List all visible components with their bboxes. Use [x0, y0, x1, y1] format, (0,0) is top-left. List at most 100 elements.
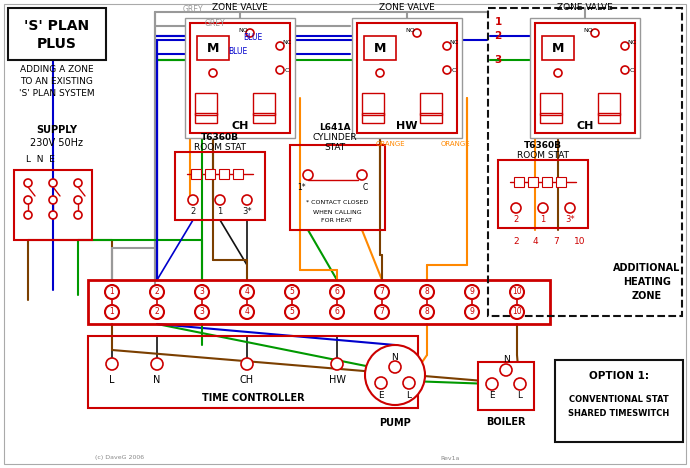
Text: E: E — [489, 390, 495, 400]
Text: 1: 1 — [217, 207, 223, 217]
Bar — [362, 93, 384, 115]
Text: 4: 4 — [244, 307, 250, 316]
Text: CH: CH — [231, 121, 248, 131]
Text: 8: 8 — [424, 307, 429, 316]
Text: 230V 50Hz: 230V 50Hz — [30, 138, 83, 148]
Bar — [542, 36, 574, 60]
Text: (c) DaveG 2006: (c) DaveG 2006 — [95, 455, 144, 461]
Bar — [14, 170, 92, 240]
Bar — [195, 93, 217, 115]
Circle shape — [465, 285, 479, 299]
Circle shape — [285, 285, 299, 299]
Text: L: L — [518, 390, 522, 400]
Text: HEATING: HEATING — [623, 277, 671, 287]
Circle shape — [276, 66, 284, 74]
Bar — [535, 23, 635, 133]
Text: 3: 3 — [199, 307, 204, 316]
Text: 'S' PLAN SYSTEM: 'S' PLAN SYSTEM — [19, 89, 95, 98]
Text: NC: NC — [627, 41, 637, 45]
Circle shape — [357, 170, 367, 180]
Circle shape — [74, 179, 82, 187]
Circle shape — [195, 305, 209, 319]
Text: 2: 2 — [513, 237, 519, 247]
Bar — [540, 93, 562, 115]
Text: 3: 3 — [199, 287, 204, 297]
Text: 10: 10 — [512, 307, 522, 316]
Text: N: N — [153, 375, 161, 385]
Text: OPTION 1:: OPTION 1: — [589, 371, 649, 381]
Circle shape — [420, 305, 434, 319]
Text: 2: 2 — [155, 307, 159, 316]
Text: 3*: 3* — [565, 215, 575, 225]
Text: L641A: L641A — [319, 123, 351, 132]
Circle shape — [150, 305, 164, 319]
Circle shape — [24, 211, 32, 219]
Circle shape — [376, 69, 384, 77]
Text: 1: 1 — [494, 17, 502, 27]
Text: 3*: 3* — [242, 207, 252, 217]
Text: NO: NO — [405, 28, 415, 32]
Text: HW: HW — [396, 121, 417, 131]
Bar — [219, 169, 229, 179]
Text: HW: HW — [328, 375, 346, 385]
Text: L  N  E: L N E — [26, 155, 55, 164]
Circle shape — [375, 285, 389, 299]
Text: ORANGE: ORANGE — [440, 141, 470, 147]
Circle shape — [486, 378, 498, 390]
Bar — [364, 36, 396, 60]
Circle shape — [209, 69, 217, 77]
Bar — [488, 8, 682, 316]
Text: E: E — [378, 390, 384, 400]
Bar — [195, 113, 217, 123]
Circle shape — [49, 196, 57, 204]
Text: ZONE: ZONE — [632, 291, 662, 301]
Text: FOR HEAT: FOR HEAT — [322, 218, 353, 222]
Bar — [598, 113, 620, 123]
Text: 2: 2 — [155, 287, 159, 297]
Circle shape — [514, 378, 526, 390]
Circle shape — [331, 358, 343, 370]
Circle shape — [465, 305, 479, 319]
Bar — [357, 23, 457, 133]
Text: ADDITIONAL: ADDITIONAL — [613, 263, 681, 273]
Circle shape — [443, 66, 451, 74]
Circle shape — [49, 211, 57, 219]
Text: CONVENTIONAL STAT: CONVENTIONAL STAT — [569, 395, 669, 404]
Bar — [185, 18, 295, 138]
Text: BLUE: BLUE — [228, 47, 248, 57]
Circle shape — [510, 285, 524, 299]
Bar — [253, 93, 275, 115]
Text: N: N — [502, 354, 509, 364]
Circle shape — [330, 285, 344, 299]
Bar — [528, 177, 538, 187]
Text: NO: NO — [583, 28, 593, 32]
Circle shape — [285, 305, 299, 319]
Bar — [352, 18, 462, 138]
Circle shape — [74, 196, 82, 204]
Text: L: L — [406, 390, 411, 400]
Bar — [542, 177, 552, 187]
Bar — [498, 160, 588, 228]
Text: C: C — [452, 67, 456, 73]
Text: SHARED TIMESWITCH: SHARED TIMESWITCH — [569, 410, 669, 418]
Text: GREY: GREY — [205, 20, 226, 29]
Circle shape — [510, 305, 524, 319]
Bar — [191, 169, 201, 179]
Circle shape — [240, 285, 254, 299]
Circle shape — [242, 195, 252, 205]
Circle shape — [365, 345, 425, 405]
Text: BLUE: BLUE — [244, 34, 263, 43]
Bar — [362, 113, 384, 123]
Text: ZONE VALVE: ZONE VALVE — [212, 3, 268, 13]
Circle shape — [240, 305, 254, 319]
Text: GREY: GREY — [183, 6, 204, 15]
Circle shape — [303, 170, 313, 180]
Text: WHEN CALLING: WHEN CALLING — [313, 210, 362, 214]
Circle shape — [241, 358, 253, 370]
Circle shape — [538, 203, 548, 213]
Text: 1: 1 — [110, 307, 115, 316]
Text: 7: 7 — [553, 237, 559, 247]
Bar — [478, 362, 534, 410]
Text: M: M — [374, 42, 386, 54]
Text: C: C — [285, 67, 289, 73]
